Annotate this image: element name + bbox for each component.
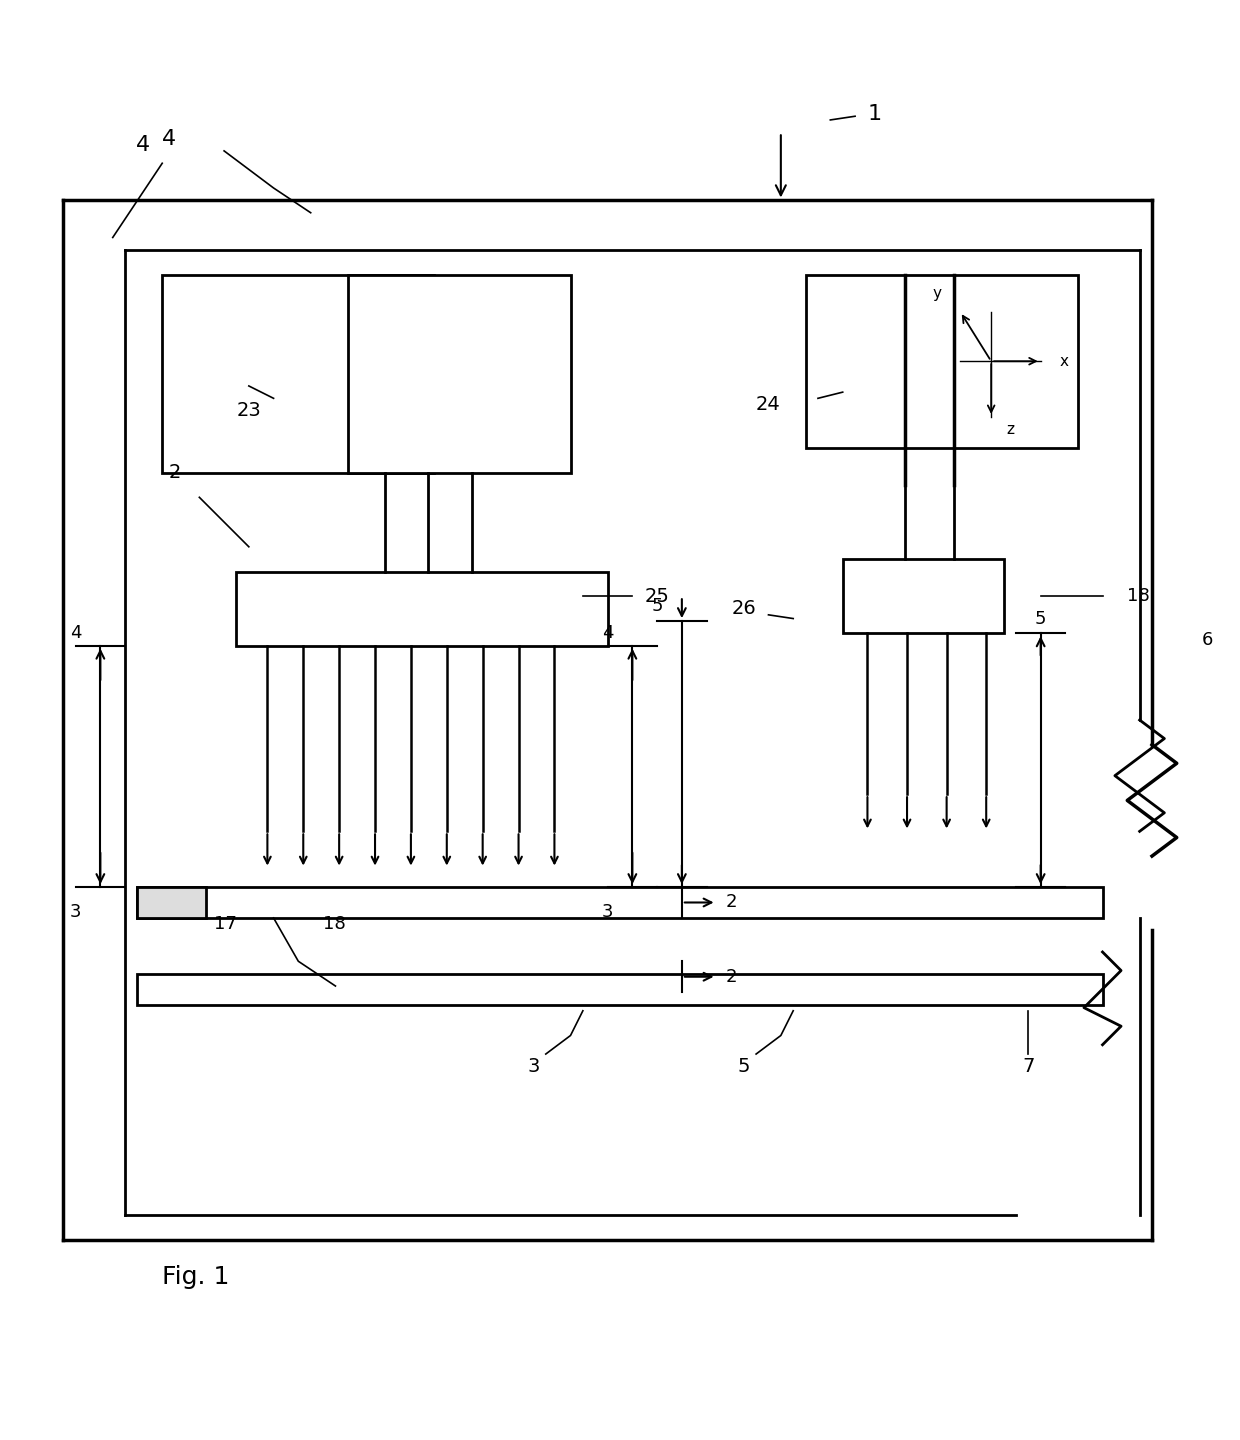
Bar bbox=[138, 973, 1102, 1005]
Text: 3: 3 bbox=[69, 903, 82, 920]
Text: 1: 1 bbox=[868, 104, 882, 124]
Bar bbox=[347, 275, 570, 472]
Bar bbox=[843, 559, 1003, 634]
Text: 5: 5 bbox=[738, 1057, 750, 1076]
Text: 23: 23 bbox=[237, 402, 262, 420]
Text: 7: 7 bbox=[1022, 1057, 1034, 1076]
Text: 3: 3 bbox=[527, 1057, 539, 1076]
Text: 26: 26 bbox=[732, 599, 756, 618]
Text: 2: 2 bbox=[725, 893, 737, 912]
Bar bbox=[237, 572, 608, 645]
Text: 18: 18 bbox=[1127, 588, 1149, 605]
Text: 5: 5 bbox=[1035, 609, 1047, 628]
Text: y: y bbox=[932, 285, 941, 301]
Text: z: z bbox=[1006, 422, 1014, 436]
Text: x: x bbox=[1059, 354, 1068, 369]
Text: 18: 18 bbox=[324, 916, 346, 933]
Text: 2: 2 bbox=[725, 968, 737, 986]
Text: 25: 25 bbox=[645, 586, 670, 606]
Text: 24: 24 bbox=[756, 395, 781, 415]
Text: 5: 5 bbox=[651, 598, 663, 615]
Text: 3: 3 bbox=[601, 903, 614, 920]
Bar bbox=[138, 887, 1102, 917]
Text: 4: 4 bbox=[69, 625, 82, 642]
Bar bbox=[162, 275, 434, 472]
Text: 4: 4 bbox=[135, 135, 150, 154]
Bar bbox=[138, 887, 206, 917]
Text: 6: 6 bbox=[1202, 631, 1213, 648]
Bar bbox=[806, 275, 1078, 448]
Text: Fig. 1: Fig. 1 bbox=[162, 1264, 229, 1289]
Text: 2: 2 bbox=[169, 464, 181, 482]
Text: 4: 4 bbox=[162, 128, 176, 148]
Text: 4: 4 bbox=[601, 625, 614, 642]
Text: 17: 17 bbox=[213, 916, 237, 933]
